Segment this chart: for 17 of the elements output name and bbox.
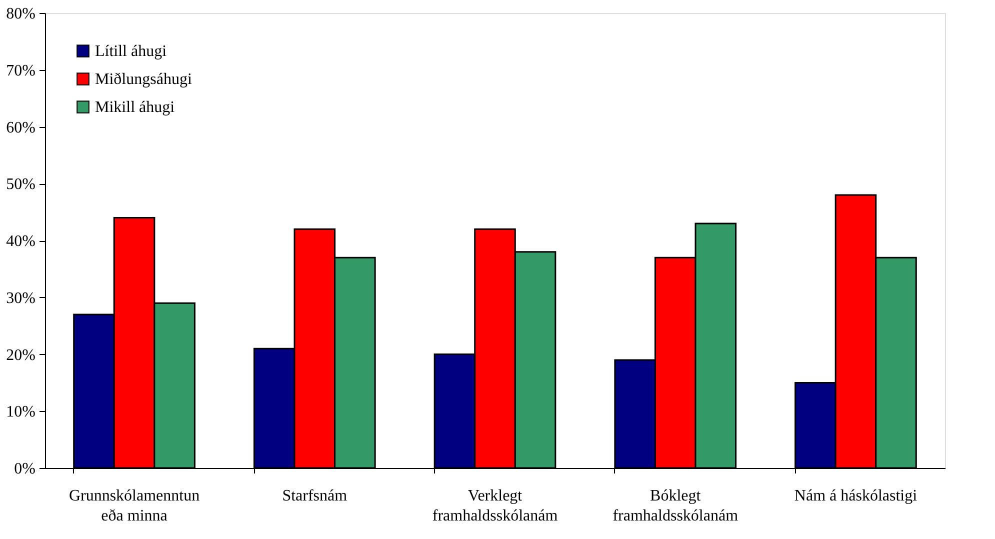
x-tick-label: Nám á háskólastigi (794, 488, 918, 504)
x-tick-label: Bóklegt framhaldsskólanám (612, 488, 739, 524)
y-tick-label: 30% (6, 290, 36, 307)
y-tick-label: 0% (14, 460, 36, 478)
y-tick-label: 20% (6, 346, 36, 364)
x-tick-label: Starfsnám (282, 488, 348, 504)
x-tick-label: Verklegt framhaldsskólanám (432, 488, 558, 524)
legend-label: Lítill áhugi (95, 43, 168, 60)
y-tick-label: 10% (6, 404, 36, 421)
y-tick-label: 80% (6, 6, 36, 22)
legend-label: Mikill áhugi (95, 99, 176, 116)
y-tick-label: 70% (6, 62, 36, 80)
x-tick-label: Grunnskólamenntun eða minna (68, 488, 200, 524)
y-tick-label: 40% (6, 233, 36, 250)
legend-label: Miðlungsáhugi (95, 71, 192, 88)
y-tick-label: 60% (6, 119, 36, 136)
y-tick-label: 50% (6, 176, 36, 194)
